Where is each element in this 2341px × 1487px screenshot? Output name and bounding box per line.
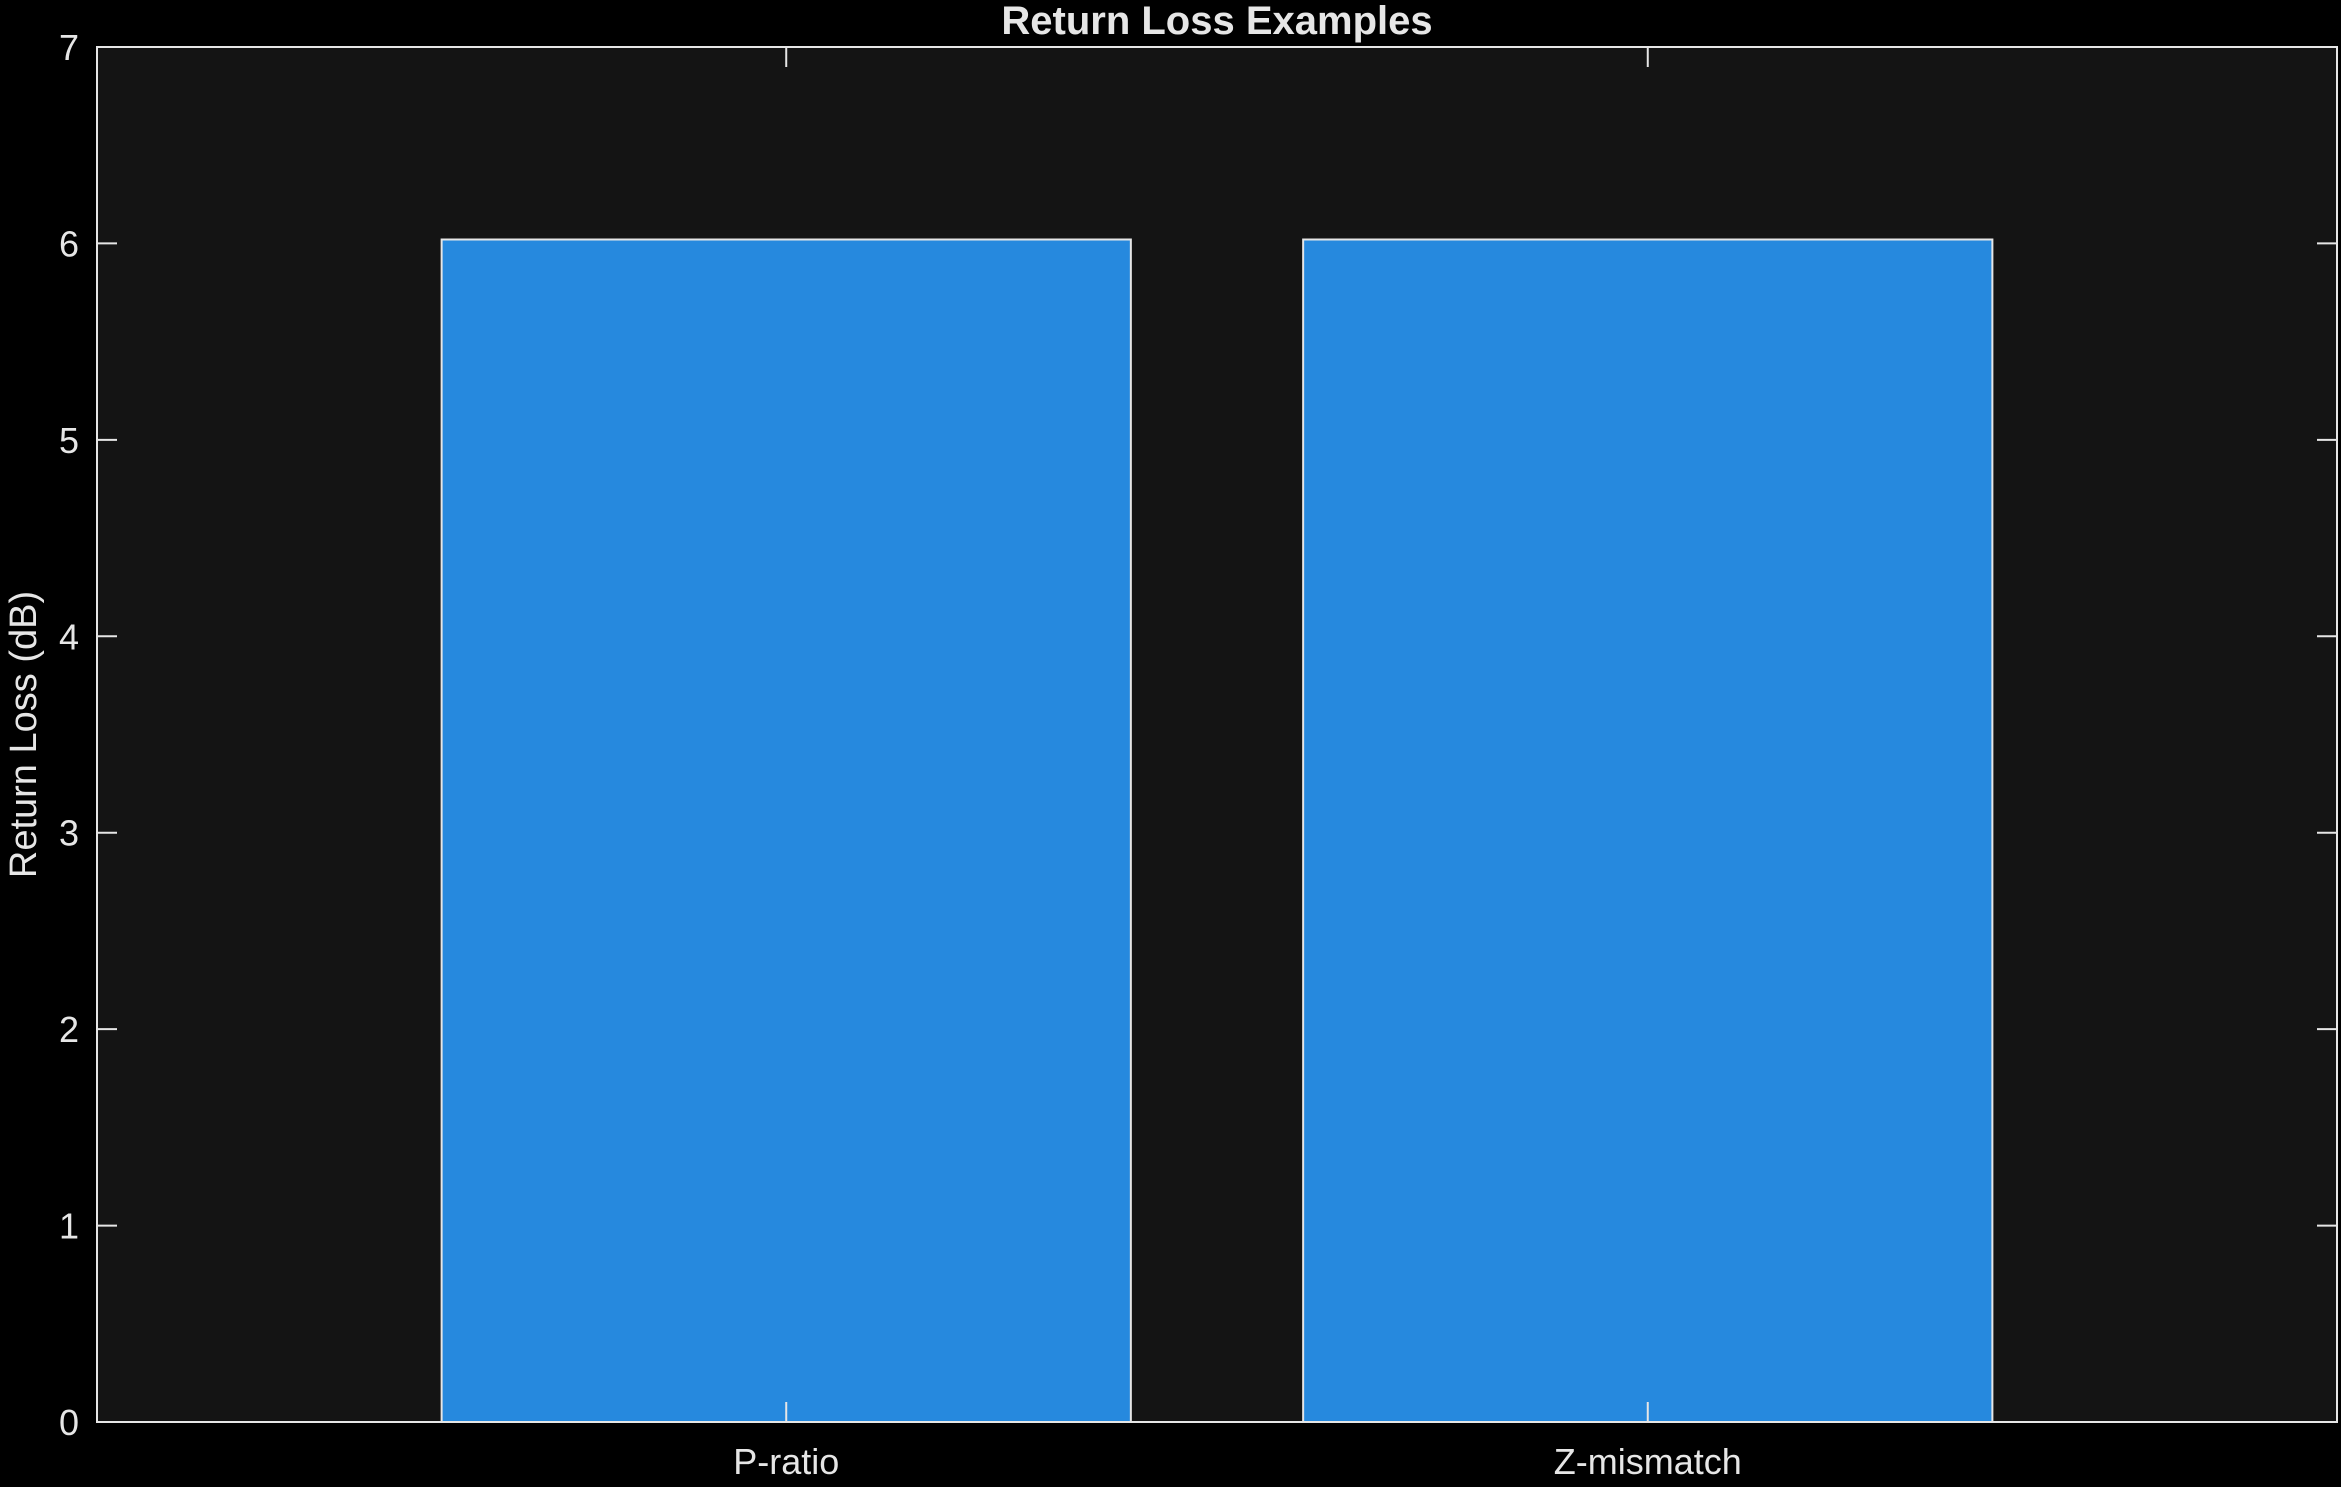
y-tick-label: 5: [59, 420, 79, 461]
y-tick-label: 6: [59, 223, 79, 264]
tick-group: [97, 47, 2337, 1422]
x-tick-label: Z-mismatch: [1554, 1441, 1742, 1482]
y-axis-label: Return Loss (dB): [3, 591, 45, 878]
chart-title: Return Loss Examples: [1001, 0, 1432, 43]
plot-area: [97, 47, 2337, 1422]
y-tick-label: 3: [59, 813, 79, 854]
bar-p-ratio: [440, 238, 1132, 1423]
y-tick-labels: 0 1 2 3 4 5 6 7: [59, 27, 79, 1443]
axes-box: [96, 46, 2338, 1423]
y-tick-label: 7: [59, 27, 79, 68]
y-tick-label: 1: [59, 1206, 79, 1247]
bar-z-mismatch: [1302, 238, 1994, 1423]
y-tick-label: 0: [59, 1402, 79, 1443]
y-tick-label: 4: [59, 616, 79, 657]
x-tick-label: P-ratio: [733, 1441, 839, 1482]
y-tick-label: 2: [59, 1009, 79, 1050]
bar-group: [440, 238, 1994, 1423]
x-tick-labels: P-ratio Z-mismatch: [733, 1441, 1742, 1482]
